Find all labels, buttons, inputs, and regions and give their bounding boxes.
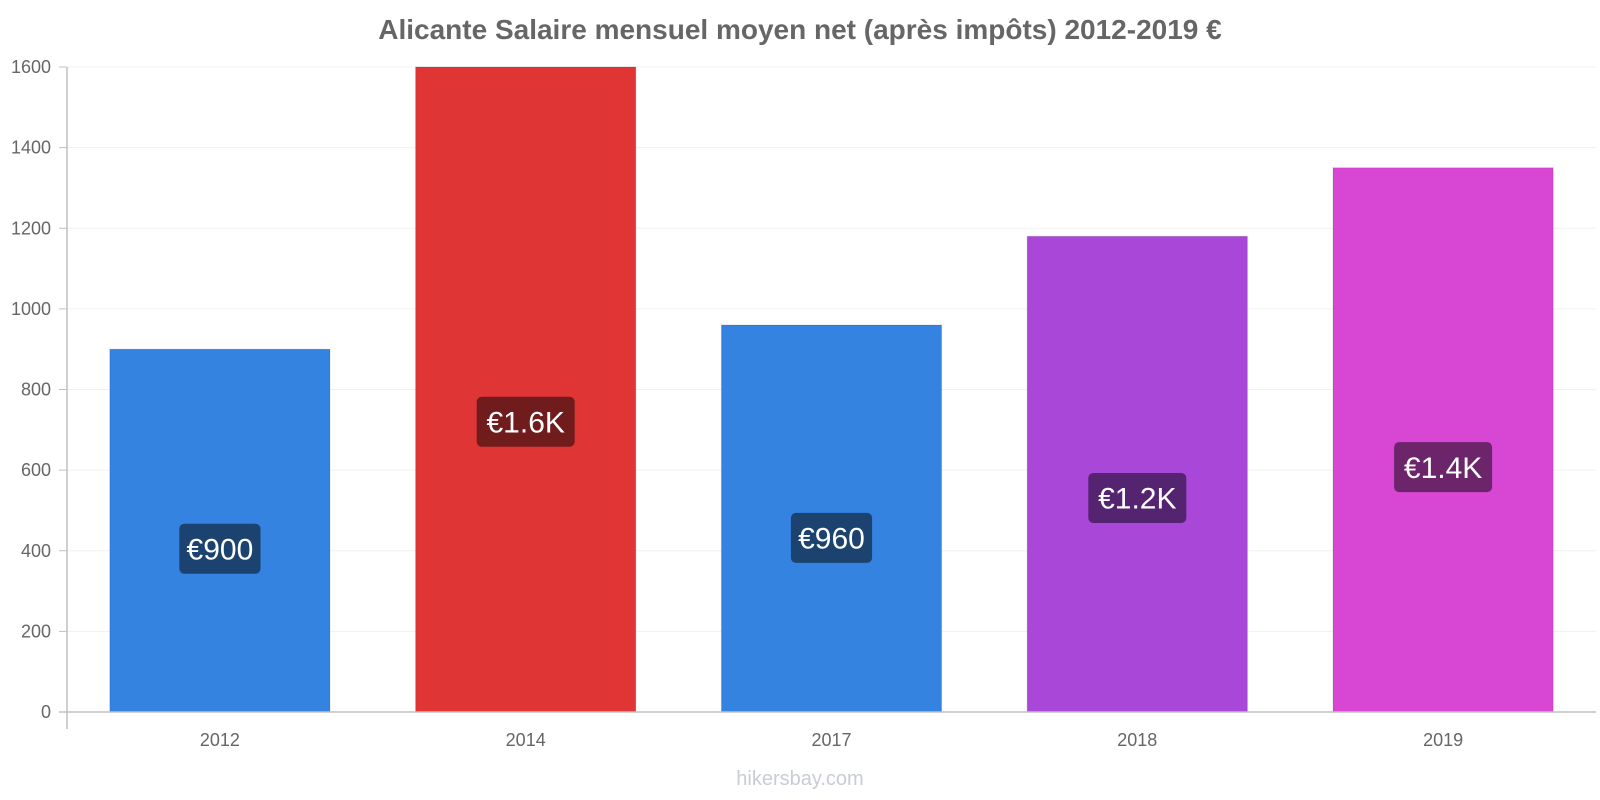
y-tick-label: 600 bbox=[21, 460, 51, 480]
chart-title: Alicante Salaire mensuel moyen net (aprè… bbox=[378, 14, 1222, 45]
data-label-box bbox=[790, 512, 873, 563]
x-tick-labels: 2012 2014 2017 2018 2019 bbox=[200, 730, 1463, 750]
data-label-box bbox=[1394, 442, 1493, 493]
y-tick-label: 800 bbox=[21, 380, 51, 400]
x-tick-label: 2012 bbox=[200, 730, 240, 750]
data-label: €1.6K bbox=[486, 407, 564, 440]
data-label-box bbox=[1088, 472, 1187, 523]
data-label: €1.4K bbox=[1404, 452, 1482, 485]
y-tick-label: 1400 bbox=[11, 138, 51, 158]
bar-2014 bbox=[415, 66, 637, 713]
bar-2019 bbox=[1332, 167, 1554, 713]
x-tick-label: 2017 bbox=[811, 730, 851, 750]
y-tick-label: 400 bbox=[21, 541, 51, 561]
x-tick-label: 2018 bbox=[1117, 730, 1157, 750]
data-label-box bbox=[179, 523, 261, 574]
data-labels: €900 €1.6K €960 €1.2K €1.4K bbox=[179, 396, 1493, 574]
axes bbox=[59, 67, 1596, 729]
y-tick-label: 1000 bbox=[11, 299, 51, 319]
data-label: €960 bbox=[798, 523, 865, 556]
data-label-box bbox=[476, 396, 575, 447]
data-label: €900 bbox=[187, 534, 254, 567]
bars bbox=[109, 66, 1554, 713]
x-tick-label: 2014 bbox=[506, 730, 546, 750]
x-tick-label: 2019 bbox=[1423, 730, 1463, 750]
data-label: €1.2K bbox=[1098, 483, 1176, 516]
y-tick-label: 200 bbox=[21, 621, 51, 641]
y-tick-label: 1200 bbox=[11, 218, 51, 238]
y-tick-label: 1600 bbox=[11, 57, 51, 77]
y-tick-label: 0 bbox=[41, 702, 51, 722]
y-tick-labels: 0 200 400 600 800 1000 1200 1400 1600 bbox=[11, 57, 67, 722]
watermark: hikersbay.com bbox=[736, 768, 864, 790]
